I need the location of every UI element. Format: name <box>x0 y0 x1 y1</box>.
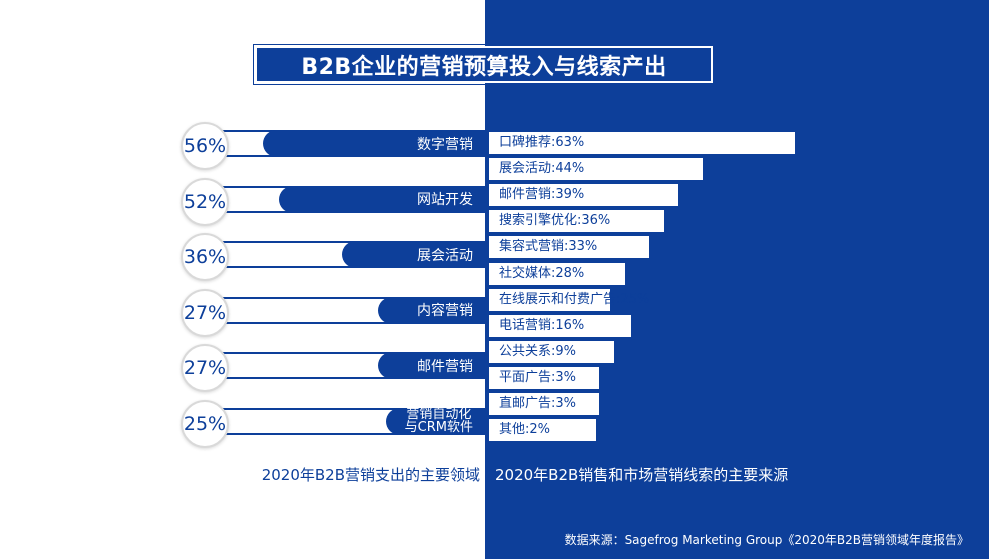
lead-source-bar: 在线展示和付费广告:25% <box>489 288 649 311</box>
spending-value-label: 27% <box>181 288 229 337</box>
spending-row: 网站开发 52% <box>0 177 989 226</box>
lead-source-bar: 公共关系:9% <box>489 340 614 363</box>
spending-category-label: 网站开发 <box>417 192 473 208</box>
lead-source-bar: 直邮广告:3% <box>489 393 599 415</box>
lead-source-bar: 集容式营销:33% <box>489 236 649 259</box>
spending-category-line: 与CRM软件 <box>404 420 473 435</box>
lead-source-bar: 搜索引擎优化:36% <box>489 210 664 233</box>
spending-category-label: 展会活动 <box>417 247 473 264</box>
spending-category-label: 营销自动化 与CRM软件 <box>405 408 473 434</box>
spending-value-label: 36% <box>181 233 229 281</box>
spending-category-label: 邮件营销 <box>417 358 473 375</box>
leads-chart-caption: 2020年B2B销售和市场营销线索的主要来源 <box>495 466 789 484</box>
spending-chart-caption: 2020年B2B营销支出的主要领域 <box>261 466 480 484</box>
spending-category-label: 内容营销 <box>417 303 473 319</box>
spending-bar: 营销自动化 与CRM软件 <box>386 407 485 435</box>
spending-category-label: 数字营销 <box>417 136 473 153</box>
spending-value-label: 56% <box>181 122 229 170</box>
lead-source-label: 社交媒体:28% <box>499 265 585 281</box>
spending-bar: 内容营销 <box>378 296 485 324</box>
spending-value-label: 52% <box>181 177 229 226</box>
lead-source-label: 邮件营销:39% <box>499 187 585 203</box>
spending-value-label: 27% <box>181 344 229 392</box>
spending-bar: 展会活动 <box>342 241 485 268</box>
spending-row: 内容营销 27% <box>0 288 989 337</box>
lead-source-label: 在线展示和付费广告:25% <box>499 291 650 307</box>
spending-value-label: 25% <box>181 399 229 448</box>
lead-source-label: 口碑推荐:63% <box>499 135 585 150</box>
lead-source-bar: 社交媒体:28% <box>489 262 625 285</box>
lead-source-label: 搜索引擎优化:36% <box>499 213 611 229</box>
lead-source-label: 电话营销:16% <box>499 317 585 333</box>
spending-bar: 邮件营销 <box>378 352 485 379</box>
spending-row: 营销自动化 与CRM软件 25% <box>0 399 989 448</box>
lead-source-label: 平面广告:3% <box>499 369 577 385</box>
spending-row: 数字营销 56% <box>0 122 989 170</box>
spending-row: 邮件营销 27% <box>0 344 989 392</box>
source-note: 数据来源：Sagefrog Marketing Group《2020年B2B营销… <box>564 533 969 547</box>
lead-source-bar: 邮件营销:39% <box>489 184 678 207</box>
lead-source-label: 公共关系:9% <box>499 343 577 359</box>
lead-source-label: 集容式营销:33% <box>499 239 598 255</box>
lead-source-label: 展会活动:44% <box>499 161 585 177</box>
lead-source-bar: 电话营销:16% <box>489 314 631 337</box>
title-frame <box>253 44 715 85</box>
lead-source-label: 直邮广告:3% <box>499 396 577 411</box>
spending-bar: 网站开发 <box>279 185 485 213</box>
spending-row: 展会活动 36% <box>0 233 989 281</box>
lead-source-bar: 口碑推荐:63% <box>489 132 795 154</box>
lead-source-bar: 平面广告:3% <box>489 366 599 389</box>
spending-category-line: 营销自动化 <box>406 407 472 422</box>
lead-source-bar: 其他:2% <box>489 419 596 442</box>
lead-source-label: 其他:2% <box>499 422 551 438</box>
lead-source-bar: 展会活动:44% <box>489 158 703 181</box>
spending-bar: 数字营销 <box>263 130 485 157</box>
chart-title: B2B企业的营销预算投入与线索产出 <box>255 46 713 83</box>
